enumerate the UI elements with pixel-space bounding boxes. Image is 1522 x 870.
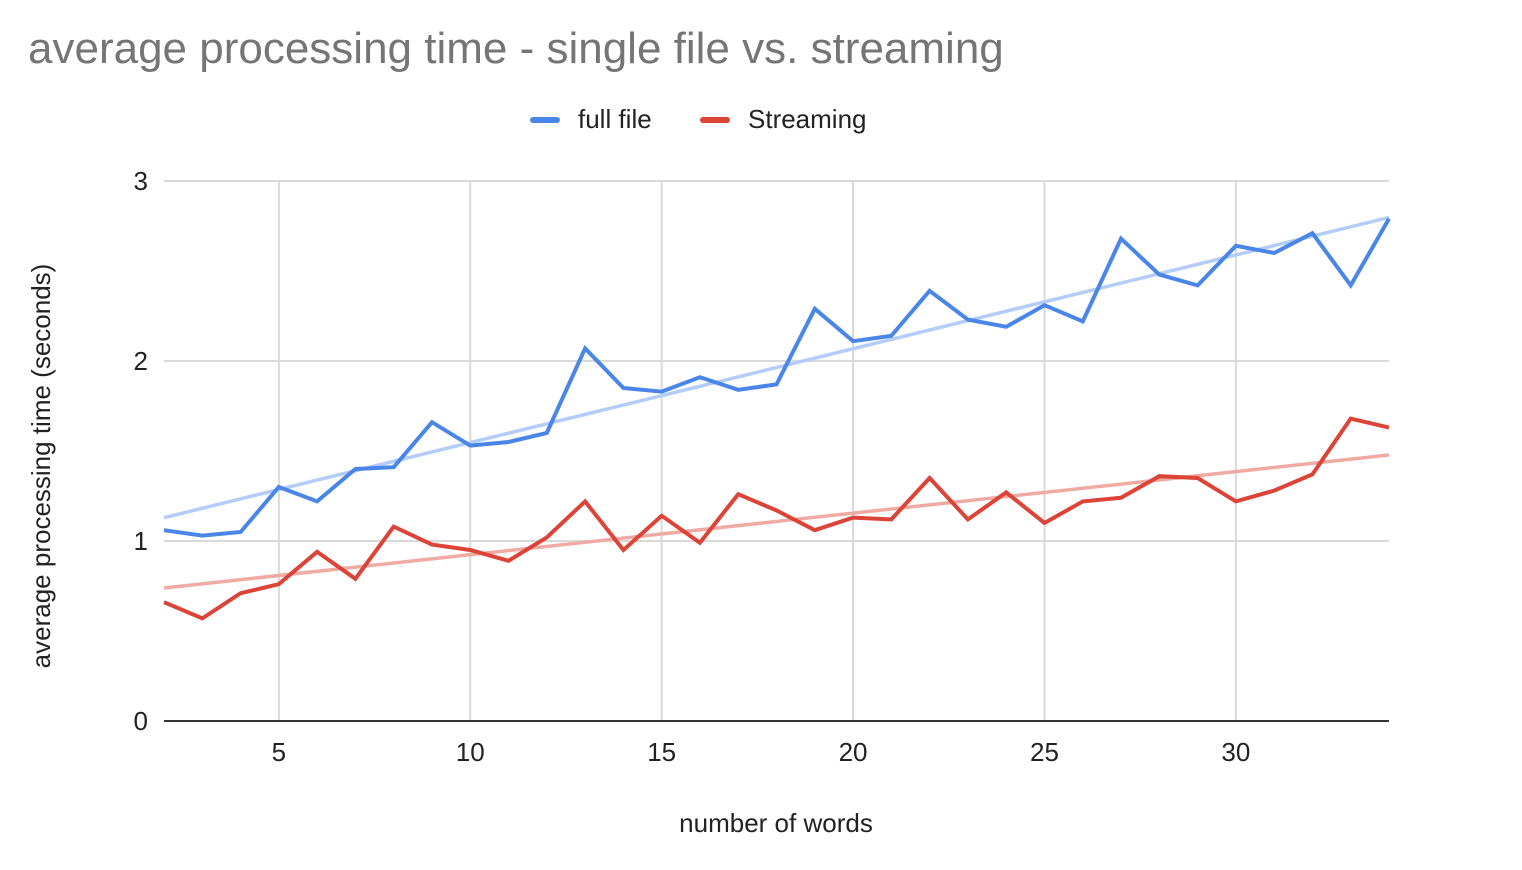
trendline-full-file [163, 215, 1390, 520]
series-line-streaming [163, 416, 1390, 621]
legend-item-streaming: Streaming [700, 104, 867, 135]
x-tick-label: 30 [1221, 737, 1250, 767]
x-tick-label: 15 [647, 737, 676, 767]
x-tick-label: 25 [1030, 737, 1059, 767]
legend-swatch-streaming [700, 116, 730, 123]
y-axis-title: average processing time (seconds) [26, 264, 56, 669]
legend-item-full-file: full file [530, 104, 652, 135]
y-tick-label: 3 [134, 166, 148, 196]
trendlines [163, 215, 1390, 590]
x-tick-labels: 5 10 15 20 25 30 [272, 737, 1251, 767]
y-tick-labels: 0 1 2 3 [134, 166, 148, 736]
y-tick-label: 2 [134, 346, 148, 376]
x-axis-title: number of words [679, 808, 873, 838]
legend: full file Streaming [0, 104, 1522, 138]
x-tick-label: 20 [839, 737, 868, 767]
grid [164, 180, 1389, 722]
legend-label-full-file: full file [578, 104, 652, 134]
chart-title: average processing time - single file vs… [28, 24, 1004, 73]
series-lines [163, 217, 1391, 621]
y-tick-label: 0 [134, 706, 148, 736]
y-tick-label: 1 [134, 526, 148, 556]
series-line-full-file [163, 217, 1391, 538]
legend-label-streaming: Streaming [748, 104, 867, 134]
legend-swatch-full-file [530, 116, 560, 123]
x-tick-label: 10 [456, 737, 485, 767]
x-tick-label: 5 [272, 737, 286, 767]
